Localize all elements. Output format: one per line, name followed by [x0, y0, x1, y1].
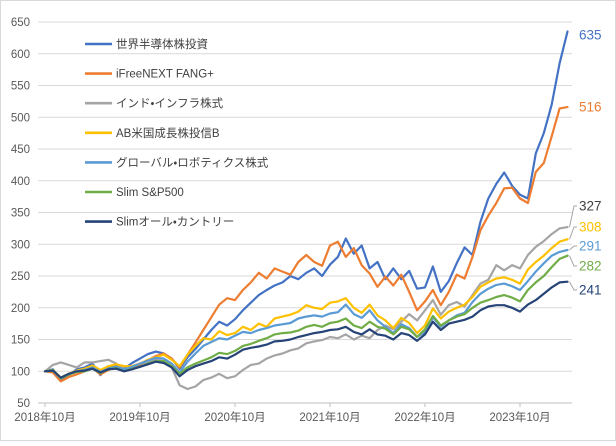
legend-item-label: AB米国成長株投信B	[116, 126, 220, 140]
x-axis-tick-label: 2019年10月	[109, 410, 170, 424]
y-axis-tick-label: 450	[11, 144, 30, 156]
legend: 世界半導体株投資 iFreeNEXT FANG+ インド・インフラ株式 AB米国成長株…	[85, 37, 269, 229]
y-axis-tick-label: 100	[11, 366, 30, 378]
legend-item: AB米国成長株投信B	[85, 126, 220, 140]
x-axis-tick-label: 2021年10月	[299, 410, 360, 424]
series-end-value-label: 516	[579, 100, 602, 115]
label-leader-line	[569, 255, 577, 267]
legend-item: 世界半導体株投資	[85, 37, 208, 51]
legend-item-label: Slimオール・カントリー	[116, 216, 234, 229]
series-end-value-label: 635	[579, 28, 602, 43]
x-axis-tick-label: 2023年10月	[489, 410, 550, 424]
x-axis-tick-label: 2020年10月	[204, 410, 265, 424]
y-axis-tick-label: 250	[11, 271, 30, 283]
legend-item-label: 世界半導体株投資	[116, 37, 208, 51]
x-axis-labels: 2018年10月 2019年10月 2020年10月 2021年10月 2022年10月…	[14, 410, 550, 424]
label-leader-line	[569, 281, 577, 291]
y-axis-tick-label: 50	[17, 398, 30, 410]
series-end-value-label: 291	[579, 239, 602, 254]
legend-item: iFreeNEXT FANG+	[85, 69, 214, 81]
series-end-value-label: 327	[579, 199, 602, 214]
y-axis-tick-label: 200	[11, 303, 30, 315]
x-axis-tick-label: 2018年10月	[14, 410, 75, 424]
series-line-0	[43, 30, 569, 382]
series-line-6	[43, 280, 569, 379]
y-axis-tick-label: 650	[11, 17, 30, 29]
series-end-value-label: 308	[579, 220, 602, 235]
end-data-labels: 635 516 327 308 291 282 241	[569, 28, 602, 298]
label-leader-line	[569, 226, 577, 240]
x-axis	[38, 402, 572, 407]
label-leader-line	[569, 205, 577, 228]
y-axis-labels: 650 600 550 500 450 400 350 300 250 200 150 100 50	[11, 17, 30, 410]
series-end-value-label: 241	[579, 283, 602, 298]
legend-item: Slimオール・カントリー	[85, 216, 234, 229]
x-axis-tick-label: 2022年10月	[394, 410, 455, 424]
legend-item-label: iFreeNEXT FANG+	[116, 69, 214, 81]
label-leader-line	[569, 245, 577, 251]
legend-item: Slim S&P500	[85, 187, 184, 199]
y-axis-tick-label: 150	[11, 335, 30, 347]
y-axis-tick-label: 550	[11, 81, 30, 93]
series-end-value-label: 282	[579, 259, 602, 274]
series-line-4	[43, 248, 569, 380]
legend-item: インド・インフラ株式	[85, 96, 224, 110]
y-axis-tick-label: 350	[11, 208, 30, 220]
legend-item: グローバル・ロボティクス株式	[85, 155, 269, 169]
y-axis-tick-label: 300	[11, 239, 30, 251]
series-lines	[43, 30, 569, 391]
y-axis-tick-label: 400	[11, 176, 30, 188]
y-axis-tick-label: 600	[11, 49, 30, 61]
legend-item-label: Slim S&P500	[116, 187, 184, 199]
legend-item-label: グローバル・ロボティクス株式	[116, 155, 269, 169]
legend-item-label: インド・インフラ株式	[116, 96, 224, 110]
y-axis-tick-label: 500	[11, 112, 30, 124]
